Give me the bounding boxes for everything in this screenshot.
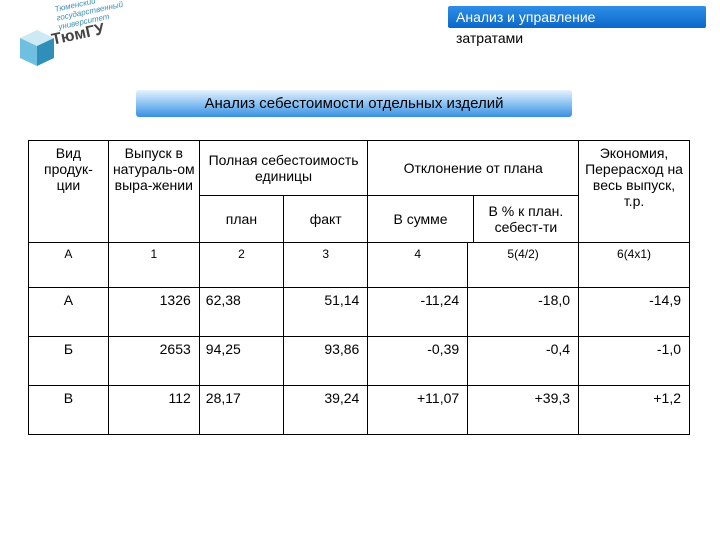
- cell-dev-sum: +11,07: [368, 386, 468, 435]
- cell-output: 1326: [108, 288, 199, 337]
- th-fullcost-group: Полная себестоимость единицы план факт: [199, 141, 368, 243]
- th-deviation-label: Отклонение от плана: [368, 141, 578, 196]
- logo: Тюменский государственный университет Тю…: [10, 4, 140, 74]
- th-economy: Экономия, Перерасход на весь выпуск, т.р…: [579, 141, 690, 243]
- th-product: Вид продук-ции: [29, 141, 109, 243]
- table-row: А 1326 62,38 51,14 -11,24 -18,0 -14,9: [29, 288, 690, 337]
- cell-product: А: [29, 288, 109, 337]
- table-row: В 112 28,17 39,24 +11,07 +39,3 +1,2: [29, 386, 690, 435]
- cost-table: Вид продук-ции Выпуск в натураль-ом выра…: [28, 140, 690, 435]
- numcol-4: 4: [368, 243, 468, 288]
- numcol-2: 2: [199, 243, 283, 288]
- table-numrow: А 1 2 3 4 5(4/2) 6(4х1): [29, 243, 690, 288]
- cell-plan: 28,17: [199, 386, 283, 435]
- subtitle: Анализ себестоимости отдельных изделий: [136, 90, 572, 117]
- cell-fact: 39,24: [284, 386, 368, 435]
- cell-plan: 94,25: [199, 337, 283, 386]
- cell-dev-pct: -0,4: [468, 337, 579, 386]
- th-deviation-group: Отклонение от плана В сумме В % к план. …: [368, 141, 579, 243]
- numcol-5: 5(4/2): [468, 243, 579, 288]
- th-fact: факт: [283, 196, 367, 242]
- numcol-1: 1: [108, 243, 199, 288]
- cell-econ: +1,2: [579, 386, 690, 435]
- cell-econ: -14,9: [579, 288, 690, 337]
- th-plan: план: [200, 196, 283, 242]
- th-dev-pct: В % к план. себест-ти: [473, 196, 578, 242]
- th-dev-sum: В сумме: [368, 196, 472, 242]
- cell-dev-sum: -0,39: [368, 337, 468, 386]
- cell-econ: -1,0: [579, 337, 690, 386]
- numcol-0: А: [29, 243, 109, 288]
- cell-dev-sum: -11,24: [368, 288, 468, 337]
- cell-product: В: [29, 386, 109, 435]
- cell-product: Б: [29, 337, 109, 386]
- numcol-6: 6(4х1): [579, 243, 690, 288]
- cell-output: 2653: [108, 337, 199, 386]
- table-row: Б 2653 94,25 93,86 -0,39 -0,4 -1,0: [29, 337, 690, 386]
- cell-fact: 51,14: [284, 288, 368, 337]
- cell-dev-pct: +39,3: [468, 386, 579, 435]
- cell-output: 112: [108, 386, 199, 435]
- cell-plan: 62,38: [199, 288, 283, 337]
- cell-dev-pct: -18,0: [468, 288, 579, 337]
- header: Анализ и управление затратами: [448, 6, 706, 46]
- header-bar: Анализ и управление: [448, 6, 706, 28]
- header-sub: затратами: [448, 28, 706, 46]
- th-fullcost-label: Полная себестоимость единицы: [200, 141, 368, 196]
- th-output: Выпуск в натураль-ом выра-жении: [108, 141, 199, 243]
- table: Вид продук-ции Выпуск в натураль-ом выра…: [28, 140, 690, 435]
- cell-fact: 93,86: [284, 337, 368, 386]
- numcol-3: 3: [284, 243, 368, 288]
